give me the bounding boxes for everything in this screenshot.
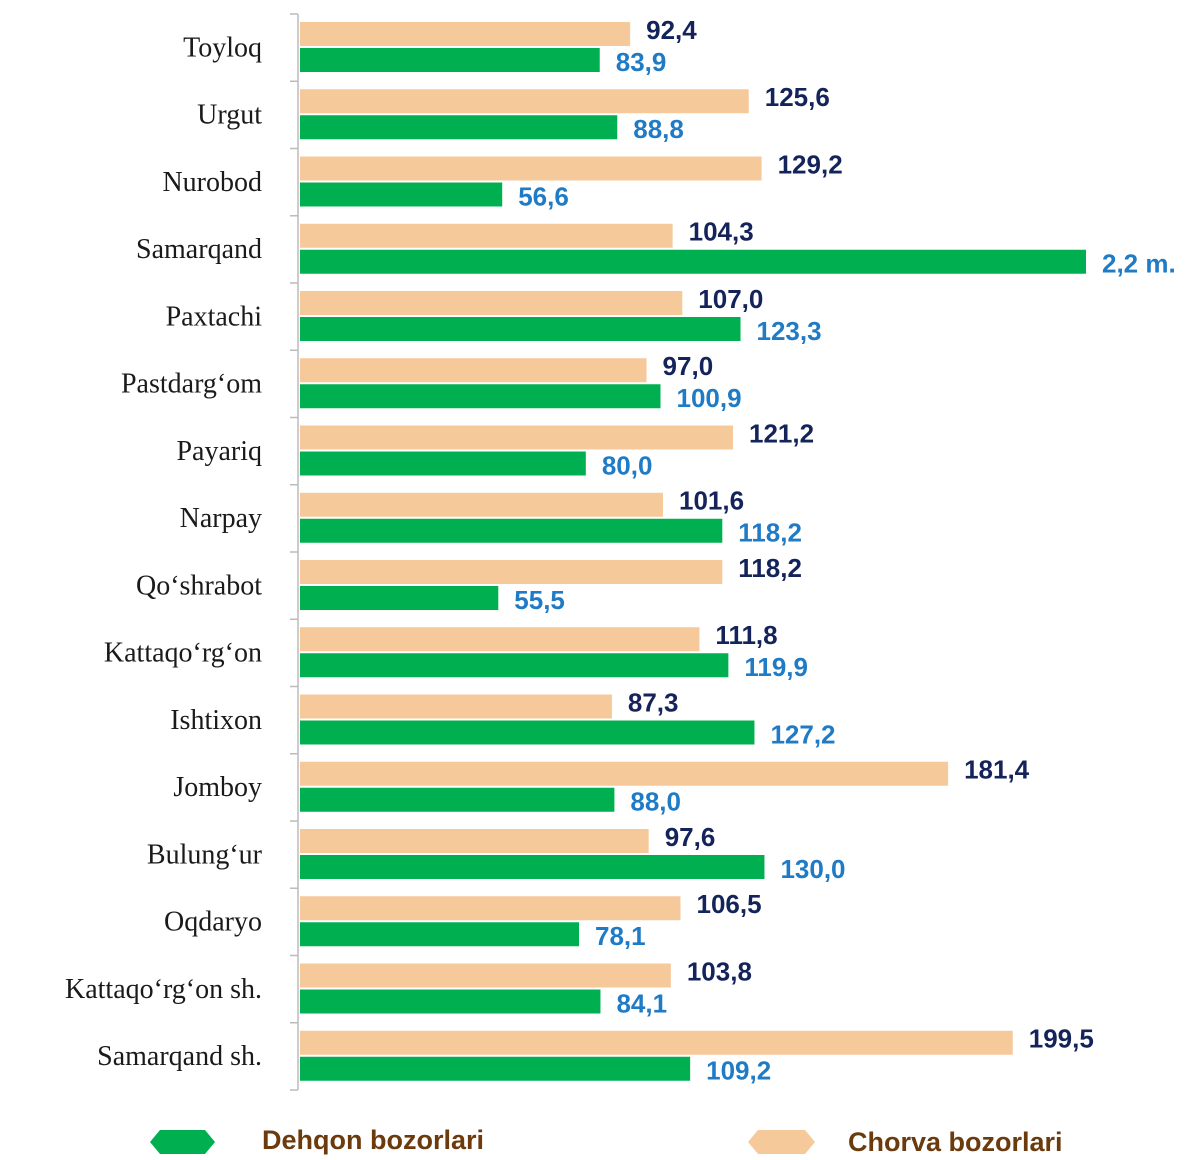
- bar: [300, 492, 663, 517]
- value-label: 80,0: [602, 450, 653, 480]
- legend-label: Dehqon bozorlari: [262, 1125, 484, 1155]
- bar: [300, 115, 618, 140]
- value-label: 97,6: [665, 822, 716, 852]
- bar: [300, 560, 723, 584]
- value-label: 106,5: [696, 889, 761, 919]
- value-label: 87,3: [628, 687, 679, 717]
- bar: [300, 156, 762, 181]
- bar: [300, 317, 741, 341]
- value-label: 104,3: [689, 217, 754, 247]
- bar: [300, 48, 600, 72]
- category-label: Narpay: [180, 503, 262, 534]
- value-label: 78,1: [595, 921, 646, 951]
- bar: [300, 787, 615, 812]
- bar: [300, 694, 612, 719]
- bar: [300, 291, 683, 315]
- bar: [300, 518, 723, 543]
- category-label: Paxtachi: [166, 301, 263, 332]
- value-label: 88,0: [630, 787, 681, 817]
- bar: [300, 451, 586, 476]
- bar: [300, 89, 749, 114]
- value-label: 118,2: [738, 553, 802, 583]
- bar: [300, 249, 1086, 274]
- bar: [300, 989, 601, 1014]
- bar: [300, 384, 661, 409]
- value-label: 123,3: [757, 316, 822, 346]
- category-label: Ishtixon: [170, 705, 262, 736]
- bar: [300, 963, 671, 988]
- bar: [300, 720, 755, 745]
- bar: [300, 896, 681, 921]
- category-label: Jomboy: [173, 772, 262, 803]
- bar: [300, 358, 647, 383]
- category-label: Bulung‘ur: [147, 839, 263, 870]
- value-label: 92,4: [646, 15, 697, 45]
- bar: [300, 627, 700, 652]
- bar: [300, 223, 673, 248]
- category-label: Urgut: [197, 100, 262, 131]
- value-label: 83,9: [616, 47, 667, 77]
- value-label: 181,4: [964, 755, 1030, 785]
- value-label: 2,2 m.: [1102, 249, 1176, 279]
- legend-swatch: [150, 1130, 215, 1154]
- value-label: 199,5: [1029, 1024, 1094, 1054]
- value-label: 125,6: [765, 82, 830, 112]
- bar: [300, 182, 503, 207]
- category-label: Kattaqo‘rg‘on: [104, 638, 262, 669]
- category-label: Toyloq: [183, 32, 262, 63]
- value-label: 129,2: [778, 149, 843, 179]
- bar: [300, 586, 499, 610]
- bar: [300, 22, 631, 46]
- category-label: Qo‘shrabot: [136, 570, 262, 601]
- value-label: 101,6: [679, 486, 744, 516]
- value-label: 119,9: [744, 652, 808, 682]
- bar: [300, 829, 649, 853]
- value-label: 127,2: [770, 719, 835, 749]
- value-label: 56,6: [518, 181, 569, 211]
- value-label: 121,2: [749, 418, 814, 448]
- value-label: 55,5: [514, 585, 565, 615]
- value-label: 88,8: [633, 114, 684, 144]
- value-label: 107,0: [698, 284, 763, 314]
- category-label: Samarqand: [136, 234, 262, 265]
- value-label: 103,8: [687, 956, 752, 986]
- bar: [300, 922, 580, 947]
- bar: [300, 425, 734, 450]
- bar: [300, 653, 729, 678]
- value-label: 100,9: [676, 383, 741, 413]
- value-label: 109,2: [706, 1056, 771, 1086]
- category-label: Payariq: [176, 436, 262, 467]
- category-label: Oqdaryo: [164, 907, 262, 938]
- bar: [300, 855, 765, 879]
- legend-label: Chorva bozorlari: [848, 1127, 1063, 1157]
- value-label: 111,8: [715, 620, 777, 650]
- value-label: 97,0: [663, 351, 714, 381]
- category-label: Nurobod: [162, 167, 262, 198]
- bar: [300, 1056, 691, 1081]
- bar: [300, 761, 949, 786]
- value-label: 118,2: [738, 518, 802, 548]
- category-label: Pastdarg‘om: [121, 369, 262, 400]
- value-label: 84,1: [616, 988, 667, 1018]
- value-label: 130,0: [780, 854, 845, 884]
- category-label: Kattaqo‘rg‘on sh.: [65, 974, 262, 1005]
- bar: [300, 1030, 1013, 1055]
- legend-swatch: [748, 1130, 815, 1154]
- category-label: Samarqand sh.: [97, 1041, 262, 1072]
